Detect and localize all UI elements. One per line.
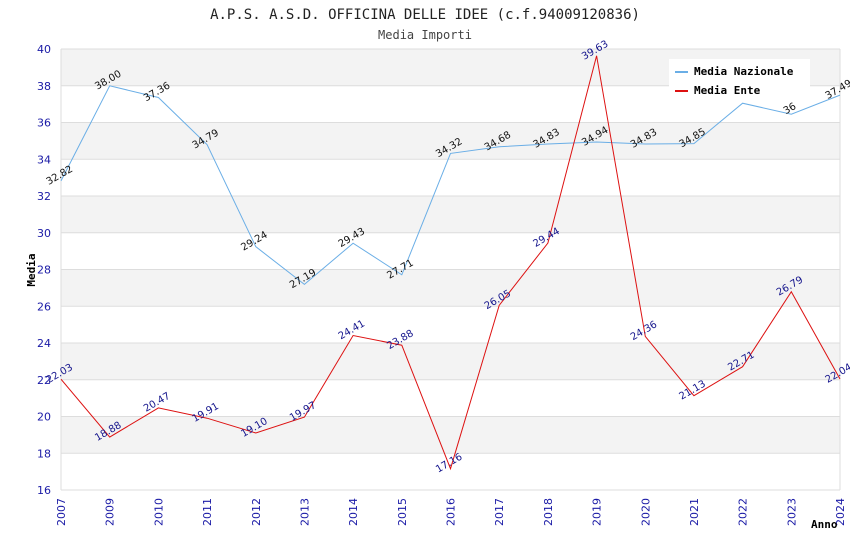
grid-band [61, 343, 840, 380]
x-tick-label: 2007 [55, 498, 68, 526]
y-axis-label: Media [25, 253, 38, 286]
x-tick-label: 2017 [493, 498, 506, 526]
grid-band [61, 159, 840, 196]
series-line-media-ente [60, 55, 841, 471]
legend-label-media-ente: Media Ente [694, 84, 761, 97]
legend-box [669, 59, 810, 99]
series-lines [60, 55, 841, 471]
x-tick-label: 2022 [737, 498, 750, 526]
x-axis: 2007 2009 2010 2011 2012 2013 2014 2015 2016 2017… [55, 498, 847, 526]
y-tick-label: 32 [37, 190, 51, 203]
y-tick-label: 28 [37, 264, 51, 277]
y-tick-label: 20 [37, 411, 51, 424]
y-tick-label: 18 [37, 447, 51, 460]
grid-band [61, 306, 840, 343]
chart-title: A.P.S. A.S.D. OFFICINA DELLE IDEE (c.f.9… [210, 7, 640, 23]
x-tick-label: 2015 [396, 498, 409, 526]
x-tick-label: 2011 [201, 498, 214, 526]
series-line-media-nazionale [60, 85, 841, 286]
x-tick-label: 2014 [347, 498, 360, 526]
grid-band [61, 453, 840, 490]
y-tick-label: 40 [37, 43, 51, 56]
y-tick-label: 34 [37, 153, 51, 166]
x-tick-label: 2013 [298, 498, 311, 526]
x-tick-label: 2020 [639, 498, 652, 526]
x-tick-label: 2023 [785, 498, 798, 526]
y-axis: 16 18 20 22 24 26 28 30 32 34 36 38 40 [37, 43, 51, 497]
y-tick-label: 22 [37, 374, 51, 387]
grid-band [61, 379, 840, 417]
y-tick-label: 16 [37, 484, 51, 497]
y-tick-label: 38 [37, 80, 51, 93]
y-tick-label: 26 [37, 300, 51, 313]
x-axis-label: Anno [811, 518, 838, 531]
x-tick-label: 2019 [591, 498, 604, 526]
legend: Media Nazionale Media Ente [669, 59, 810, 99]
x-tick-label: 2021 [688, 498, 701, 526]
x-tick-label: 2024 [834, 498, 847, 526]
grid-band [61, 269, 840, 307]
x-tick-label: 2009 [104, 498, 117, 526]
x-tick-label: 2012 [250, 498, 263, 526]
y-tick-label: 24 [37, 337, 51, 350]
grid-bands [60, 48, 841, 491]
chart-subtitle: Media Importi [378, 28, 472, 42]
legend-label-media-nazionale: Media Nazionale [694, 65, 794, 78]
grid-band [61, 416, 840, 454]
x-tick-label: 2010 [152, 498, 165, 526]
y-tick-label: 30 [37, 227, 51, 240]
grid-band [61, 232, 840, 270]
x-tick-label: 2018 [542, 498, 555, 526]
y-tick-label: 36 [37, 117, 51, 130]
grid-band [61, 196, 840, 233]
x-tick-label: 2016 [445, 498, 458, 526]
